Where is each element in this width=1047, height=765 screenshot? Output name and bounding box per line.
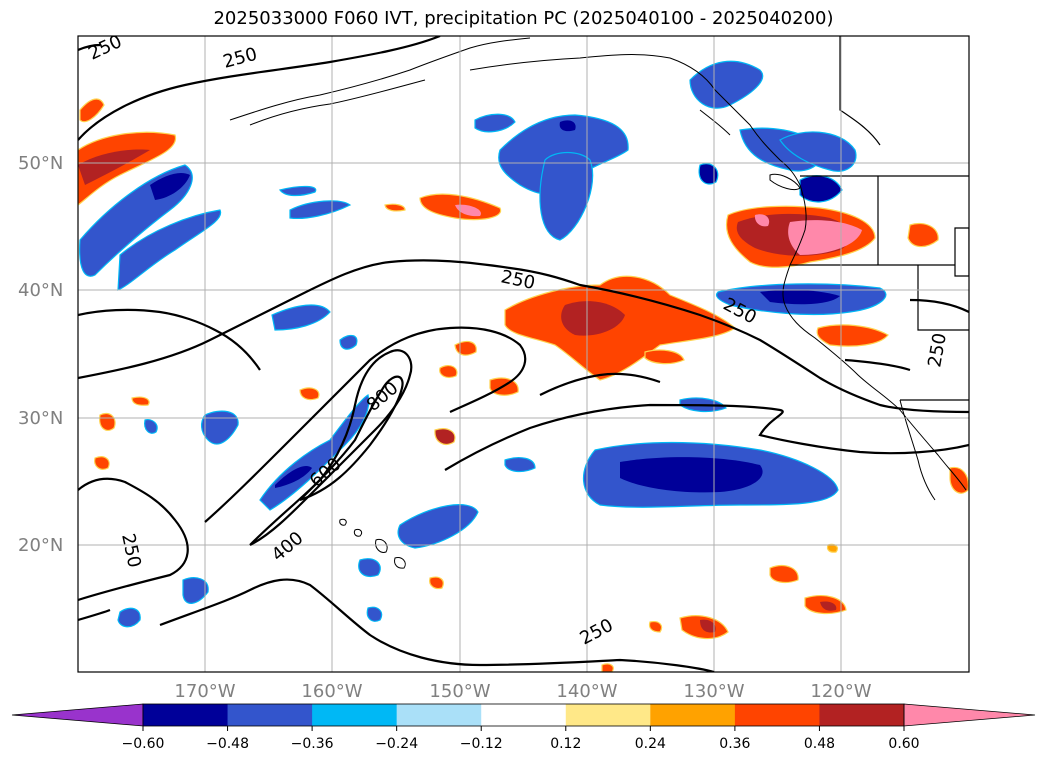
colorbar-tick-label: −0.60 [122, 736, 165, 752]
lat-label: 50°N [18, 153, 63, 174]
colorbar-tick-label: 0.48 [804, 736, 835, 752]
colorbar-tick-label: 0.12 [550, 736, 581, 752]
lon-label: 150°W [429, 681, 490, 702]
lon-label: 120°W [810, 681, 871, 702]
ivt-contours [78, 36, 969, 672]
colorbar-segment [565, 704, 651, 726]
colorbar-tick-label: −0.12 [460, 736, 503, 752]
colorbar: −0.60 −0.48 −0.36 −0.24 −0.12 0.12 0.24 0.36 0.4… [11, 703, 1036, 752]
colorbar-extend-max [903, 703, 1036, 727]
lat-label: 40°N [18, 280, 63, 301]
positive-pc-regions [78, 98, 969, 672]
lat-label: 20°N [18, 535, 63, 556]
colorbar-outline [142, 703, 905, 727]
colorbar-segment [650, 704, 736, 726]
negative-pc-regions [79, 60, 887, 628]
lon-label: 160°W [301, 681, 362, 702]
figure-title: 2025033000 F060 IVT, precipitation PC (2… [213, 8, 834, 29]
colorbar-tick-label: 0.24 [635, 736, 666, 752]
map-frame [77, 35, 970, 673]
colorbar-segment [734, 704, 820, 726]
colorbar-tick-label: −0.48 [206, 736, 249, 752]
colorbar-segment [312, 704, 398, 726]
lon-label: 140°W [556, 681, 617, 702]
lon-label: 170°W [174, 681, 235, 702]
colorbar-extend-min [11, 703, 144, 727]
colorbar-segment [227, 704, 313, 726]
colorbar-tick-label: −0.24 [375, 736, 418, 752]
hawaii-islands [339, 518, 406, 569]
colorbar-segment [819, 704, 905, 726]
lon-label: 130°W [683, 681, 744, 702]
colorbar-segment [481, 704, 567, 726]
colorbar-tick-label: −0.36 [291, 736, 334, 752]
political-boundaries [790, 36, 969, 401]
coastlines [229, 37, 967, 501]
lat-label: 30°N [18, 408, 63, 429]
colorbar-tick-label: 0.36 [719, 736, 750, 752]
latitude-labels: 50°N 40°N 30°N 20°N [18, 153, 63, 556]
colorbar-tick-label: 0.60 [888, 736, 919, 752]
gridlines [78, 36, 969, 672]
longitude-labels: 170°W 160°W 150°W 140°W 130°W 120°W [174, 681, 871, 702]
colorbar-segment [143, 704, 229, 726]
colorbar-segment [396, 704, 482, 726]
